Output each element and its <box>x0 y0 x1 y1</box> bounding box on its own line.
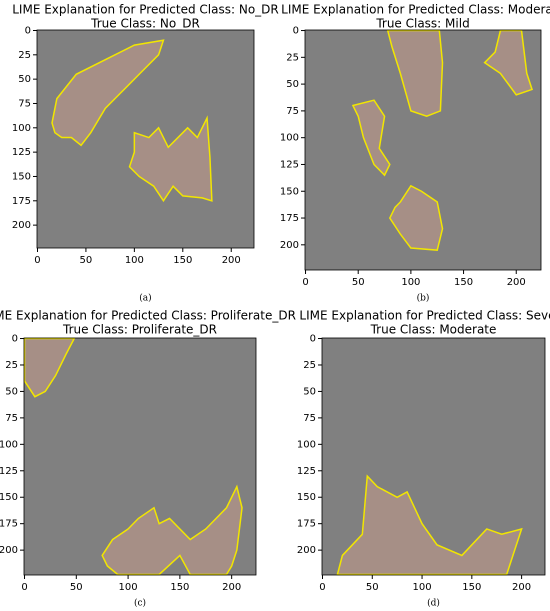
x-tick-label: 100 <box>125 255 144 266</box>
x-tick-label: 150 <box>462 582 481 593</box>
x-tick-label: 200 <box>512 582 531 593</box>
x-tick-label: 50 <box>80 255 93 266</box>
y-tick-label: 175 <box>280 213 299 224</box>
y-tick-label: 25 <box>18 50 31 61</box>
y-tick-label: 100 <box>12 123 31 134</box>
y-tick-label: 150 <box>280 186 299 197</box>
superpixel <box>388 184 444 251</box>
panel-title: LIME Explanation for Predicted Class: Se… <box>299 309 550 323</box>
y-tick-label: 25 <box>286 52 299 63</box>
y-tick-label: 100 <box>297 439 316 450</box>
x-tick-label: 0 <box>302 277 308 288</box>
superpixel <box>128 115 213 203</box>
y-tick-label: 200 <box>12 220 31 231</box>
y-tick-label: 25 <box>5 360 18 371</box>
superpixel <box>51 39 165 147</box>
panel-caption: (b) <box>417 293 430 304</box>
y-tick-label: 150 <box>0 492 18 503</box>
superpixel <box>386 29 444 118</box>
y-tick-label: 0 <box>12 334 18 345</box>
y-tick-label: 175 <box>0 519 18 530</box>
y-tick-label: 50 <box>18 74 31 85</box>
x-tick-label: 200 <box>222 582 241 593</box>
superpixel <box>483 29 533 96</box>
y-tick-label: 50 <box>286 79 299 90</box>
axes-frame <box>321 337 546 576</box>
y-tick-label: 75 <box>5 413 18 424</box>
y-tick-label: 125 <box>280 159 299 170</box>
panel-subtitle: True Class: Proliferate_DR <box>62 323 217 337</box>
x-tick-label: 100 <box>413 582 432 593</box>
superpixel <box>23 337 76 398</box>
y-tick-label: 25 <box>303 360 316 371</box>
panel-caption: (c) <box>134 598 146 609</box>
axes-frame <box>23 337 257 576</box>
x-tick-label: 100 <box>119 582 138 593</box>
y-tick-label: 50 <box>303 386 316 397</box>
panel-subtitle: True Class: Moderate <box>370 323 497 337</box>
y-tick-label: 0 <box>310 334 316 345</box>
y-tick-label: 125 <box>0 466 18 477</box>
y-tick-label: 75 <box>303 413 316 424</box>
x-tick-label: 0 <box>21 582 27 593</box>
panel-caption: (a) <box>139 293 151 304</box>
y-tick-label: 125 <box>297 466 316 477</box>
x-tick-label: 150 <box>454 277 473 288</box>
x-tick-label: 0 <box>34 255 40 266</box>
x-tick-label: 200 <box>507 277 526 288</box>
x-tick-label: 100 <box>401 277 420 288</box>
y-tick-label: 150 <box>297 492 316 503</box>
y-tick-label: 0 <box>293 26 299 37</box>
y-tick-label: 75 <box>18 98 31 109</box>
superpixel <box>336 474 523 576</box>
x-tick-label: 50 <box>70 582 83 593</box>
y-tick-label: 150 <box>12 171 31 182</box>
panel-title: LIME Explanation for Predicted Class: No… <box>12 3 279 17</box>
y-tick-label: 200 <box>0 545 18 556</box>
x-tick-label: 200 <box>222 255 241 266</box>
x-tick-label: 50 <box>366 582 379 593</box>
axes-frame <box>304 29 542 271</box>
y-tick-label: 0 <box>25 25 31 36</box>
x-tick-label: 150 <box>170 582 189 593</box>
y-tick-label: 175 <box>297 519 316 530</box>
panel-subtitle: True Class: Mild <box>375 17 469 31</box>
y-tick-label: 200 <box>280 240 299 251</box>
y-tick-label: 75 <box>286 106 299 117</box>
y-tick-label: 100 <box>280 133 299 144</box>
axes-frame <box>36 29 255 249</box>
y-tick-label: 100 <box>0 439 18 450</box>
y-tick-label: 50 <box>5 386 18 397</box>
x-tick-label: 50 <box>352 277 365 288</box>
superpixel <box>351 99 391 177</box>
y-tick-label: 175 <box>12 196 31 207</box>
y-tick-label: 200 <box>297 545 316 556</box>
panel-caption: (d) <box>427 598 440 609</box>
panel-subtitle: True Class: No_DR <box>90 17 200 31</box>
y-tick-label: 125 <box>12 147 31 158</box>
x-tick-label: 0 <box>319 582 325 593</box>
superpixel <box>101 484 243 576</box>
x-tick-label: 150 <box>173 255 192 266</box>
panel-title: LIME Explanation for Predicted Class: Mo… <box>281 3 550 17</box>
panel-title: LIME Explanation for Predicted Class: Pr… <box>0 309 296 323</box>
